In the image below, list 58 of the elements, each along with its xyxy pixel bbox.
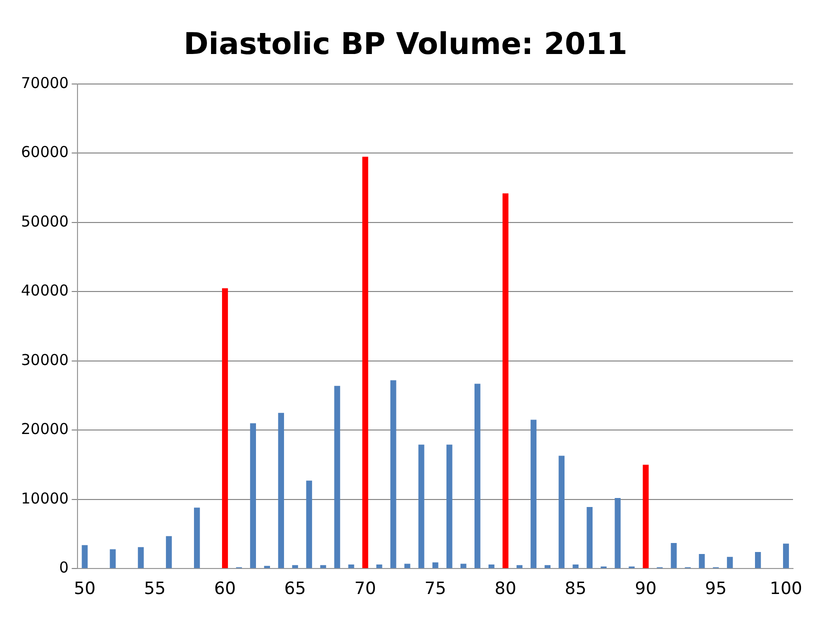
- bar: [138, 547, 144, 568]
- bar: [754, 552, 761, 568]
- y-tick-label: 20000: [21, 420, 69, 438]
- bar: [614, 498, 621, 568]
- bar: [320, 565, 326, 568]
- y-tick-label: 30000: [21, 350, 69, 369]
- bar: [376, 564, 382, 568]
- bar: [446, 444, 452, 568]
- y-tick-label: 40000: [21, 282, 69, 300]
- x-tick-label: 70: [354, 579, 376, 600]
- x-tick-label: 95: [705, 579, 727, 600]
- bar: [292, 565, 298, 568]
- bar: [670, 542, 677, 568]
- bar: [250, 423, 256, 568]
- x-tick-label: 75: [424, 579, 446, 600]
- bar: [558, 456, 565, 568]
- bar: [306, 480, 312, 568]
- bar: [726, 556, 733, 568]
- bar: [390, 380, 396, 568]
- bar: [530, 420, 536, 568]
- bar: [783, 544, 789, 568]
- x-tick-label: 85: [564, 579, 586, 600]
- y-tick-label: 70000: [21, 74, 69, 92]
- bar: [362, 156, 368, 568]
- bar: [488, 564, 494, 568]
- x-tick-label: 80: [494, 579, 516, 600]
- x-tick-label: 50: [74, 579, 96, 600]
- bar: [278, 412, 284, 568]
- bar: [586, 506, 593, 568]
- x-tick-label: 55: [144, 579, 166, 600]
- bar: [110, 549, 116, 568]
- bar: [432, 562, 438, 568]
- bar: [502, 193, 508, 568]
- bar: [348, 564, 354, 568]
- bar: [82, 545, 88, 568]
- x-tick-label: 90: [634, 579, 657, 600]
- bar: [404, 564, 410, 568]
- x-tick-label: 60: [214, 579, 236, 600]
- bar: [460, 564, 466, 568]
- y-tick-label: 10000: [21, 489, 69, 508]
- x-tick-label: 100: [770, 579, 802, 600]
- bar: [474, 384, 480, 568]
- bar: [642, 464, 649, 568]
- bar: [166, 536, 172, 568]
- y-tick-label: 50000: [21, 212, 69, 230]
- bar: [544, 565, 551, 568]
- y-tick-label: 0: [59, 558, 69, 576]
- bar: [222, 288, 228, 568]
- bar: [264, 566, 270, 568]
- bar: [334, 386, 340, 568]
- bar: [194, 508, 200, 568]
- x-tick-label: 65: [284, 579, 306, 600]
- y-tick-label: 60000: [21, 143, 69, 162]
- bar: [516, 565, 522, 568]
- bar: [698, 554, 705, 568]
- bar: [418, 444, 424, 568]
- chart-title: Diastolic BP Volume: 2011: [184, 26, 628, 62]
- bar: [572, 564, 579, 568]
